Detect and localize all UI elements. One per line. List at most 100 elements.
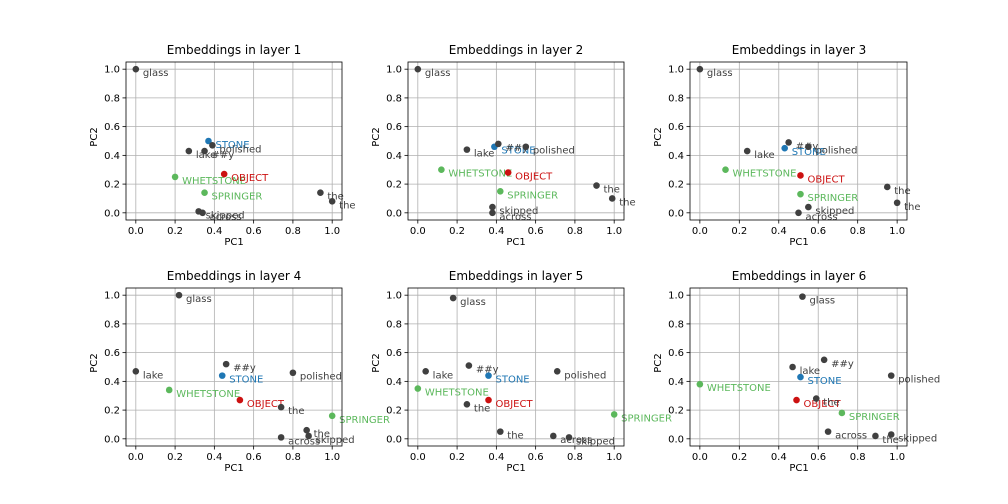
y-tick-label: 0.6 (668, 348, 684, 359)
data-point (789, 363, 796, 371)
x-tick-label: 0.6 (528, 452, 544, 463)
x-tick-label: 0.6 (810, 226, 826, 237)
y-tick-label: 0.2 (104, 406, 120, 417)
data-point (504, 169, 512, 176)
point-label: WHETSTONE (707, 383, 771, 394)
x-tick-label: 0.4 (206, 226, 222, 237)
y-tick-label: 0.0 (668, 208, 684, 219)
y-tick-label: 1.0 (386, 291, 402, 302)
point-label: skipped (815, 206, 854, 217)
data-point (414, 65, 422, 73)
y-tick-label: 1.0 (668, 291, 684, 302)
data-point (303, 426, 310, 434)
x-tick-label: 0.4 (488, 226, 504, 237)
panel-layer-2: Embeddings in layer 2 PC1 PC2 0.0 0.2 0.4 0… (371, 43, 636, 248)
point-label: glass (425, 68, 451, 79)
point-label: ##y (233, 363, 256, 374)
point-label: across (499, 212, 531, 223)
point-label: polished (533, 146, 575, 157)
y-axis-label: PC2 (371, 127, 382, 146)
y-tick-label: 0.8 (668, 319, 684, 330)
panel-layer-4: Embeddings in layer 4 PC1 PC2 0.0 0.2 0.4 0… (89, 269, 390, 474)
y-axis-label: PC2 (653, 353, 664, 372)
x-tick-label: 0.8 (567, 226, 583, 237)
y-tick-label: 0.4 (668, 151, 684, 162)
point-label: skipped (576, 436, 615, 447)
point-label: lake (196, 150, 217, 161)
x-axis-label: PC1 (506, 237, 525, 248)
point-label: SPRINGER (621, 413, 672, 424)
data-point (201, 147, 208, 155)
axes-frame (407, 287, 625, 447)
data-point (201, 189, 208, 197)
y-tick-label: 0.2 (386, 406, 402, 417)
axes-frame (407, 61, 625, 221)
point-label: STONE (807, 376, 841, 387)
data-point (805, 143, 812, 151)
y-tick-label: 0.0 (104, 434, 120, 445)
axes-frame (689, 287, 908, 447)
point-label: the (604, 185, 620, 196)
y-axis-label: PC2 (653, 127, 664, 146)
data-point (743, 147, 751, 155)
point-label: the (882, 435, 898, 446)
x-tick-label: 0.8 (567, 452, 583, 463)
data-point (132, 368, 140, 375)
data-point (277, 434, 285, 441)
data-point (824, 428, 832, 435)
data-point (465, 362, 473, 369)
x-axis-label: PC1 (789, 237, 808, 248)
y-tick-label: 0.8 (104, 319, 120, 330)
axes-frame (125, 61, 343, 221)
point-label: the (823, 398, 839, 409)
y-tick-label: 0.4 (386, 151, 402, 162)
panel-layer-3: Embeddings in layer 3 PC1 PC2 0.0 0.2 0.4 0… (653, 43, 921, 248)
point-label: lake (754, 150, 775, 161)
point-label: the (339, 200, 355, 211)
point-label: the (327, 192, 343, 203)
y-tick-label: 0.8 (668, 93, 684, 104)
y-tick-label: 0.0 (386, 434, 402, 445)
point-label: OBJECT (496, 399, 534, 410)
data-point (277, 403, 285, 411)
x-tick-label: 1.0 (889, 226, 905, 237)
data-point (887, 431, 895, 438)
data-point (449, 294, 457, 302)
point-label: STONE (215, 140, 249, 151)
point-label: across (210, 212, 242, 223)
y-tick-label: 0.4 (104, 377, 120, 388)
panel-title: Embeddings in layer 5 (449, 269, 583, 283)
panel-title: Embeddings in layer 6 (732, 269, 866, 283)
data-point (496, 428, 504, 435)
x-tick-label: 0.2 (449, 226, 465, 237)
data-point (422, 368, 429, 375)
point-label: SPRINGER (339, 415, 390, 426)
y-tick-label: 0.8 (104, 93, 120, 104)
data-point (495, 140, 502, 148)
data-point (797, 373, 804, 381)
data-point (799, 293, 806, 300)
data-point (795, 209, 802, 217)
data-point (489, 203, 496, 211)
x-tick-label: 0.2 (731, 452, 747, 463)
point-label: across (835, 431, 867, 442)
data-point (812, 395, 820, 402)
data-point (222, 360, 230, 368)
point-label: lake (143, 370, 164, 381)
y-tick-label: 0.6 (104, 348, 120, 359)
point-label: SPRINGER (212, 192, 263, 203)
point-label: the (314, 429, 330, 440)
panel-title: Embeddings in layer 1 (167, 43, 301, 57)
data-point (236, 396, 244, 404)
point-label: OBJECT (231, 173, 269, 184)
point-label: the (507, 431, 523, 442)
x-tick-label: 0.0 (410, 452, 426, 463)
point-label: across (806, 212, 838, 223)
y-tick-label: 0.0 (668, 434, 684, 445)
point-label: ##y (505, 143, 528, 154)
panel-title: Embeddings in layer 2 (449, 43, 583, 57)
data-point (317, 189, 324, 197)
data-point (328, 198, 336, 205)
data-point (175, 291, 183, 299)
